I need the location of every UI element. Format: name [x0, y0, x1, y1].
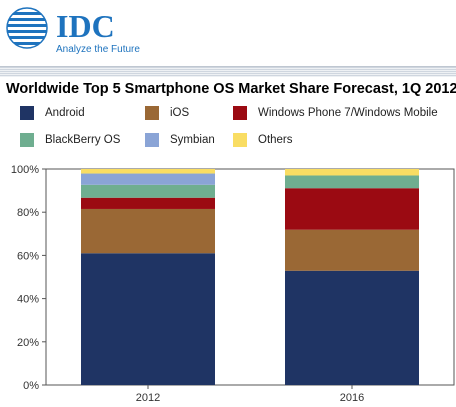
bar-segment-ios-2012 [81, 208, 215, 254]
y-tick-label: 40% [17, 294, 39, 306]
legend-swatch [145, 133, 159, 147]
bar-segment-blackberry-os-2012 [81, 184, 215, 198]
logo-text: IDC [56, 8, 115, 44]
bar-segment-android-2012 [81, 253, 215, 385]
plot-frame [45, 168, 455, 386]
logo-tagline: Analyze the Future [56, 44, 140, 55]
bar-segment-symbian-2012 [81, 173, 215, 185]
globe-icon [6, 7, 48, 49]
header: IDC Analyze the Future [0, 0, 456, 66]
bar-segment-android-2016 [285, 270, 419, 385]
bar-segment-others-2012 [81, 169, 215, 174]
x-tick-label: 2012 [136, 392, 160, 404]
y-tick-label: 60% [17, 250, 39, 262]
legend-swatch [20, 106, 34, 120]
legend-label: BlackBerry OS [45, 134, 121, 146]
bar-segment-others-2016 [285, 169, 419, 176]
idc-logo: IDC Analyze the Future [6, 7, 140, 55]
y-tick-label: 100% [11, 164, 39, 176]
y-tick-label: 0% [23, 380, 39, 392]
legend-label: Symbian [170, 134, 215, 146]
bar-segment-windows-phone-7-windows-mobile-2012 [81, 197, 215, 209]
legend-label: Others [258, 134, 293, 146]
bar-segment-windows-phone-7-windows-mobile-2016 [285, 188, 419, 230]
legend-swatch [233, 133, 247, 147]
y-tick-label: 20% [17, 337, 39, 349]
legend-label: Android [45, 107, 85, 119]
bar-segment-ios-2016 [285, 229, 419, 271]
bar-segment-blackberry-os-2016 [285, 175, 419, 189]
legend-swatch [145, 106, 159, 120]
header-stripe [0, 66, 456, 77]
y-tick-label: 80% [17, 207, 39, 219]
legend-label: Windows Phone 7/Windows Mobile [258, 107, 438, 119]
chart-title: Worldwide Top 5 Smartphone OS Market Sha… [6, 81, 456, 97]
legend-swatch [20, 133, 34, 147]
legend-label: iOS [170, 107, 190, 119]
legend-swatch [233, 106, 247, 120]
x-tick-label: 2016 [340, 392, 364, 404]
